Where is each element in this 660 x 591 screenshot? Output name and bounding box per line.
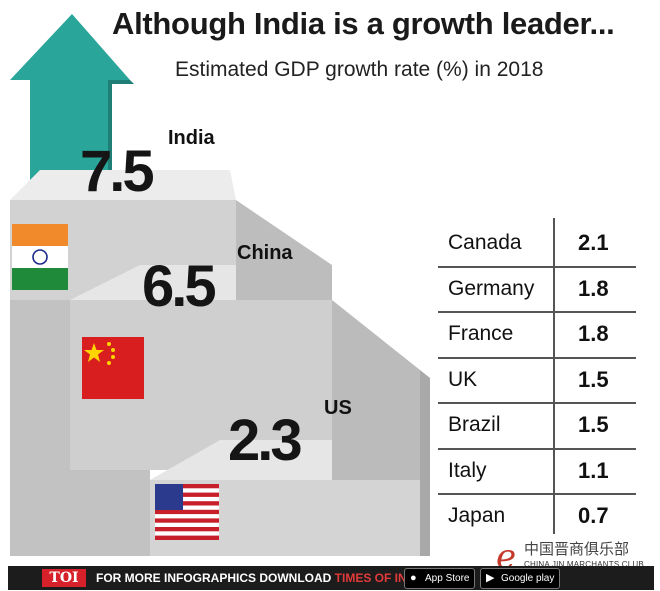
table-divider [553, 218, 555, 534]
chart-subtitle: Estimated GDP growth rate (%) in 2018 [175, 58, 544, 81]
table-value: 1.5 [578, 366, 609, 392]
app-store-button[interactable]: ● App Store [404, 568, 476, 589]
chart-title: Although India is a growth leader... [112, 6, 615, 41]
bar-label-china: China [237, 242, 293, 264]
table-value: 1.1 [578, 457, 609, 483]
us-flag-icon [155, 484, 219, 540]
table-country: Germany [448, 276, 535, 300]
china-flag-icon [82, 337, 144, 399]
footer-text: FOR MORE INFOGRAPHICS DOWNLOAD TIMES OF … [96, 571, 454, 585]
growth-table: Canada 2.1 Germany 1.8 France 1.8 UK 1.5… [438, 222, 636, 541]
table-row: Italy 1.1 [438, 450, 636, 495]
table-value: 2.1 [578, 230, 609, 255]
table-row: France 1.8 [438, 313, 636, 359]
google-play-label: Google play [501, 573, 555, 584]
bar-label-india: India [168, 127, 215, 149]
india-flag-icon [12, 224, 68, 290]
watermark-chinese: 中国晋商俱乐部 [524, 540, 630, 558]
footer-banner: TOI FOR MORE INFOGRAPHICS DOWNLOAD TIMES… [8, 566, 654, 590]
app-store-label: App Store [425, 573, 470, 584]
table-row: Germany 1.8 [438, 268, 636, 313]
bar-label-us: US [324, 397, 352, 419]
table-value: 0.7 [578, 503, 609, 528]
table-value: 1.8 [578, 275, 609, 301]
table-country: Canada [448, 231, 522, 254]
bar-value-india: 7.5 [80, 139, 155, 204]
table-country: Japan [448, 504, 506, 527]
bar-value-us: 2.3 [228, 408, 303, 473]
table-row: Japan 0.7 [438, 495, 636, 541]
table-value: 1.5 [578, 412, 609, 437]
table-row: Canada 2.1 [438, 222, 636, 268]
table-value: 1.8 [578, 321, 609, 346]
apple-icon: ● [410, 572, 417, 584]
table-country: France [448, 322, 514, 345]
table-row: Brazil 1.5 [438, 404, 636, 450]
table-country: Brazil [448, 413, 501, 436]
table-row: UK 1.5 [438, 359, 636, 404]
table-country: Italy [448, 458, 487, 482]
toi-logo: TOI [42, 569, 86, 587]
watermark-english: CHINA JIN MARCHANTS CLUB [524, 560, 644, 569]
google-play-icon: ▶ [486, 572, 495, 584]
up-arrow-icon [10, 14, 130, 190]
bar-value-china: 6.5 [142, 254, 217, 319]
footer-download-text: FOR MORE INFOGRAPHICS DOWNLOAD [96, 571, 332, 585]
step-top-india [10, 170, 236, 200]
google-play-button[interactable]: ▶ Google play [480, 568, 561, 589]
table-country: UK [448, 367, 478, 391]
